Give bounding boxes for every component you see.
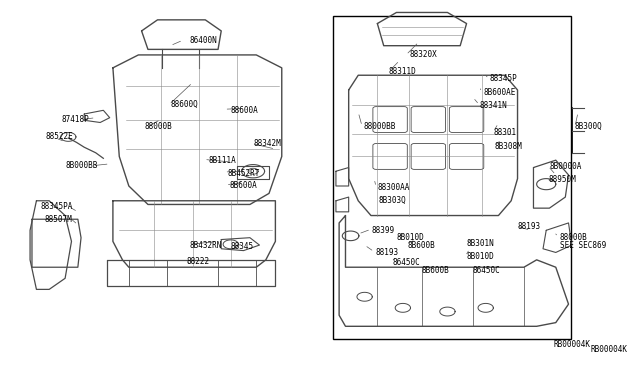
Text: 88193: 88193 xyxy=(518,222,541,231)
Text: 8B432RN: 8B432RN xyxy=(189,241,221,250)
Text: 88341N: 88341N xyxy=(480,101,508,110)
Text: 8B600B: 8B600B xyxy=(407,241,435,250)
Text: 88000BB: 88000BB xyxy=(364,122,396,131)
Text: 88399: 88399 xyxy=(372,226,395,235)
Text: 8B111A: 8B111A xyxy=(209,155,236,165)
Text: 88301: 88301 xyxy=(494,128,517,137)
Text: 88000B: 88000B xyxy=(145,122,173,131)
Text: 8B303Q: 8B303Q xyxy=(379,196,406,205)
Text: 8B600A: 8B600A xyxy=(230,182,257,190)
Text: 86450C: 86450C xyxy=(473,266,500,275)
Text: 8B600AE: 8B600AE xyxy=(483,89,515,97)
Text: 8B300Q: 8B300Q xyxy=(575,122,603,131)
Text: 8B000BB: 8B000BB xyxy=(65,161,97,170)
Text: 88345P: 88345P xyxy=(490,74,517,83)
Text: 88522E: 88522E xyxy=(46,132,74,141)
Text: 86450C: 86450C xyxy=(392,258,420,267)
Text: 88320X: 88320X xyxy=(409,51,437,60)
Text: 88193: 88193 xyxy=(376,248,399,257)
Text: RB00004K: RB00004K xyxy=(554,340,591,349)
Text: 88311D: 88311D xyxy=(388,67,416,76)
Text: 8B452RT: 8B452RT xyxy=(228,169,260,177)
Text: 8B010D: 8B010D xyxy=(396,233,424,242)
Text: 8B308M: 8B308M xyxy=(495,142,522,151)
Text: 87418P: 87418P xyxy=(62,115,90,124)
Text: 86400N: 86400N xyxy=(189,36,217,45)
Text: 88222: 88222 xyxy=(186,257,209,266)
Text: SEE SEC869: SEE SEC869 xyxy=(559,241,606,250)
Bar xyxy=(333,16,571,339)
Text: RB00004K: RB00004K xyxy=(591,345,628,354)
Text: 88000B: 88000B xyxy=(559,233,588,242)
Text: 8B010D: 8B010D xyxy=(467,252,494,262)
Text: 8B0000A: 8B0000A xyxy=(549,162,582,171)
Text: 88300AA: 88300AA xyxy=(378,183,410,192)
Text: 88345: 88345 xyxy=(231,243,254,251)
Text: 88600A: 88600A xyxy=(231,106,259,115)
Text: 88600Q: 88600Q xyxy=(170,100,198,109)
Text: 88507M: 88507M xyxy=(45,215,72,224)
Text: 88342M: 88342M xyxy=(253,139,281,148)
Text: 88950M: 88950M xyxy=(548,175,576,184)
Text: 88345PA: 88345PA xyxy=(41,202,73,211)
Text: 8B600B: 8B600B xyxy=(422,266,450,275)
Text: 8B301N: 8B301N xyxy=(467,239,494,248)
